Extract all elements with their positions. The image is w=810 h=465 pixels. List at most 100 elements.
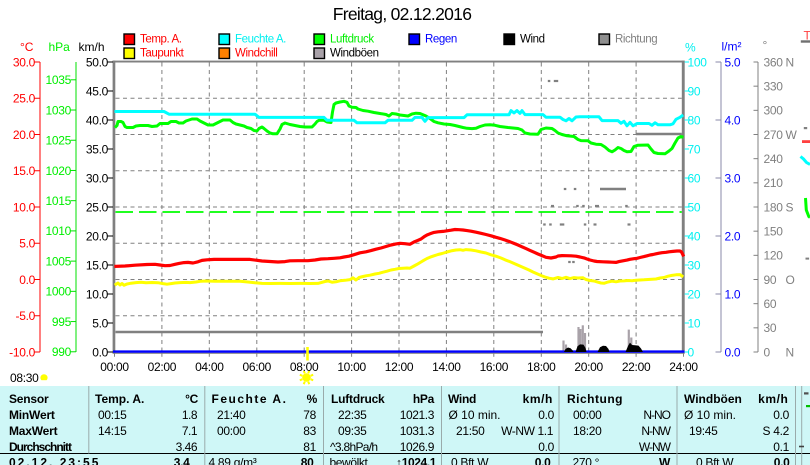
svg-text:60: 60: [688, 171, 701, 185]
svg-text:1020: 1020: [46, 164, 72, 178]
svg-text:N: N: [786, 345, 795, 359]
svg-text:1.0: 1.0: [725, 287, 741, 301]
svg-text:°: °: [763, 38, 768, 52]
svg-text:N: N: [786, 55, 795, 69]
svg-text:7.1: 7.1: [182, 424, 198, 438]
svg-text:80: 80: [688, 113, 701, 127]
svg-text:10: 10: [688, 316, 701, 330]
svg-text:1026.9: 1026.9: [400, 440, 435, 454]
svg-text:990: 990: [52, 345, 72, 359]
svg-text:T: T: [804, 29, 810, 43]
svg-text:00:15: 00:15: [98, 408, 127, 422]
svg-text:240: 240: [764, 152, 784, 166]
svg-text:W: W: [786, 128, 798, 142]
svg-text:22:00: 22:00: [622, 360, 651, 374]
svg-text:4.0: 4.0: [725, 113, 741, 127]
svg-text:1030: 1030: [46, 103, 72, 117]
svg-text:00:00: 00:00: [573, 408, 602, 422]
svg-text:35.0: 35.0: [86, 142, 109, 156]
svg-text:Freitag, 02.12.2016: Freitag, 02.12.2016: [333, 4, 471, 24]
svg-text:km/h: km/h: [758, 392, 788, 406]
svg-text:0.0: 0.0: [774, 456, 790, 465]
svg-text:50: 50: [688, 200, 701, 214]
svg-text:W: W: [659, 456, 671, 465]
svg-text:%: %: [685, 41, 696, 55]
svg-text:Luftdruck: Luftdruck: [330, 34, 374, 46]
svg-text:Wind: Wind: [520, 34, 545, 46]
svg-text:^3.8hPa/h: ^3.8hPa/h: [330, 440, 377, 454]
svg-text:02:00: 02:00: [148, 360, 177, 374]
svg-text:1005: 1005: [46, 254, 72, 268]
svg-text:00:00: 00:00: [217, 424, 246, 438]
svg-text:0.0: 0.0: [92, 345, 108, 359]
svg-text:300: 300: [764, 104, 784, 118]
svg-text:1035: 1035: [46, 73, 72, 87]
svg-text:Windchill: Windchill: [235, 48, 277, 60]
svg-text:70: 70: [688, 142, 701, 156]
svg-text:°C: °C: [20, 40, 34, 54]
svg-text:14:00: 14:00: [432, 360, 461, 374]
svg-text:5.0: 5.0: [725, 55, 741, 69]
svg-text:06:00: 06:00: [242, 360, 271, 374]
svg-text:09:35: 09:35: [338, 424, 367, 438]
svg-text:Durchschnitt: Durchschnitt: [9, 440, 72, 454]
svg-text:hPa: hPa: [49, 40, 71, 54]
svg-text:-10.0: -10.0: [9, 345, 35, 359]
svg-text:S 4.2: S 4.2: [762, 424, 789, 438]
svg-text:Luftdruck: Luftdruck: [331, 392, 385, 406]
svg-text:20.0: 20.0: [86, 229, 109, 243]
svg-text:1021.3: 1021.3: [400, 408, 435, 422]
svg-text:18:00: 18:00: [527, 360, 556, 374]
svg-text:Wind: Wind: [448, 392, 476, 406]
svg-text:21:50: 21:50: [456, 424, 485, 438]
svg-text:995: 995: [52, 315, 72, 329]
svg-text:60: 60: [764, 297, 777, 311]
svg-text:80: 80: [301, 456, 314, 465]
svg-text:150: 150: [764, 224, 784, 238]
svg-text:1000: 1000: [46, 285, 72, 299]
svg-text:Windböen: Windböen: [330, 48, 379, 60]
svg-text:1015: 1015: [46, 194, 72, 208]
svg-text:0: 0: [764, 345, 771, 359]
svg-text:1.8: 1.8: [182, 408, 198, 422]
svg-text:5.0: 5.0: [19, 237, 35, 251]
svg-text:40.0: 40.0: [86, 113, 109, 127]
svg-text:15.0: 15.0: [13, 164, 36, 178]
svg-text:°C: °C: [185, 392, 198, 406]
svg-text:100: 100: [688, 55, 708, 69]
svg-text:Ø 10 min.: Ø 10 min.: [684, 408, 736, 422]
svg-text:18:20: 18:20: [573, 424, 602, 438]
svg-text:90: 90: [688, 84, 701, 98]
svg-text:Feuchte A.: Feuchte A.: [212, 392, 288, 406]
svg-text:4.89 g/m³: 4.89 g/m³: [209, 456, 257, 465]
svg-text:%: %: [307, 392, 318, 406]
svg-text:10.0: 10.0: [13, 200, 36, 214]
svg-text:04:00: 04:00: [195, 360, 224, 374]
svg-text:0.0: 0.0: [725, 345, 741, 359]
svg-text:l/m²: l/m²: [722, 40, 742, 54]
svg-text:10:00: 10:00: [337, 360, 366, 374]
svg-text:0 Bft W: 0 Bft W: [696, 456, 734, 465]
svg-text:3.4: 3.4: [174, 456, 190, 465]
svg-text:81: 81: [303, 440, 316, 454]
svg-text:50.0: 50.0: [86, 55, 109, 69]
svg-text:0.0: 0.0: [538, 408, 554, 422]
svg-text:3.0: 3.0: [725, 171, 741, 185]
svg-text:20:00: 20:00: [574, 360, 603, 374]
svg-text:hPa: hPa: [413, 392, 435, 406]
svg-text:210: 210: [764, 176, 784, 190]
svg-text:Richtung: Richtung: [615, 34, 657, 46]
svg-text:30.0: 30.0: [13, 55, 36, 69]
svg-text:Regen: Regen: [425, 34, 457, 46]
svg-text:83: 83: [303, 424, 316, 438]
svg-text:12:00: 12:00: [385, 360, 414, 374]
svg-text:W-NW: W-NW: [639, 440, 672, 454]
svg-text:00:00: 00:00: [100, 360, 129, 374]
svg-text:08:00: 08:00: [290, 360, 319, 374]
svg-text:30.0: 30.0: [86, 171, 109, 185]
svg-text:120: 120: [764, 249, 784, 263]
svg-text:1010: 1010: [46, 224, 72, 238]
svg-text:0.0: 0.0: [538, 440, 554, 454]
svg-text:S: S: [786, 200, 794, 214]
svg-text:5.0: 5.0: [92, 316, 108, 330]
